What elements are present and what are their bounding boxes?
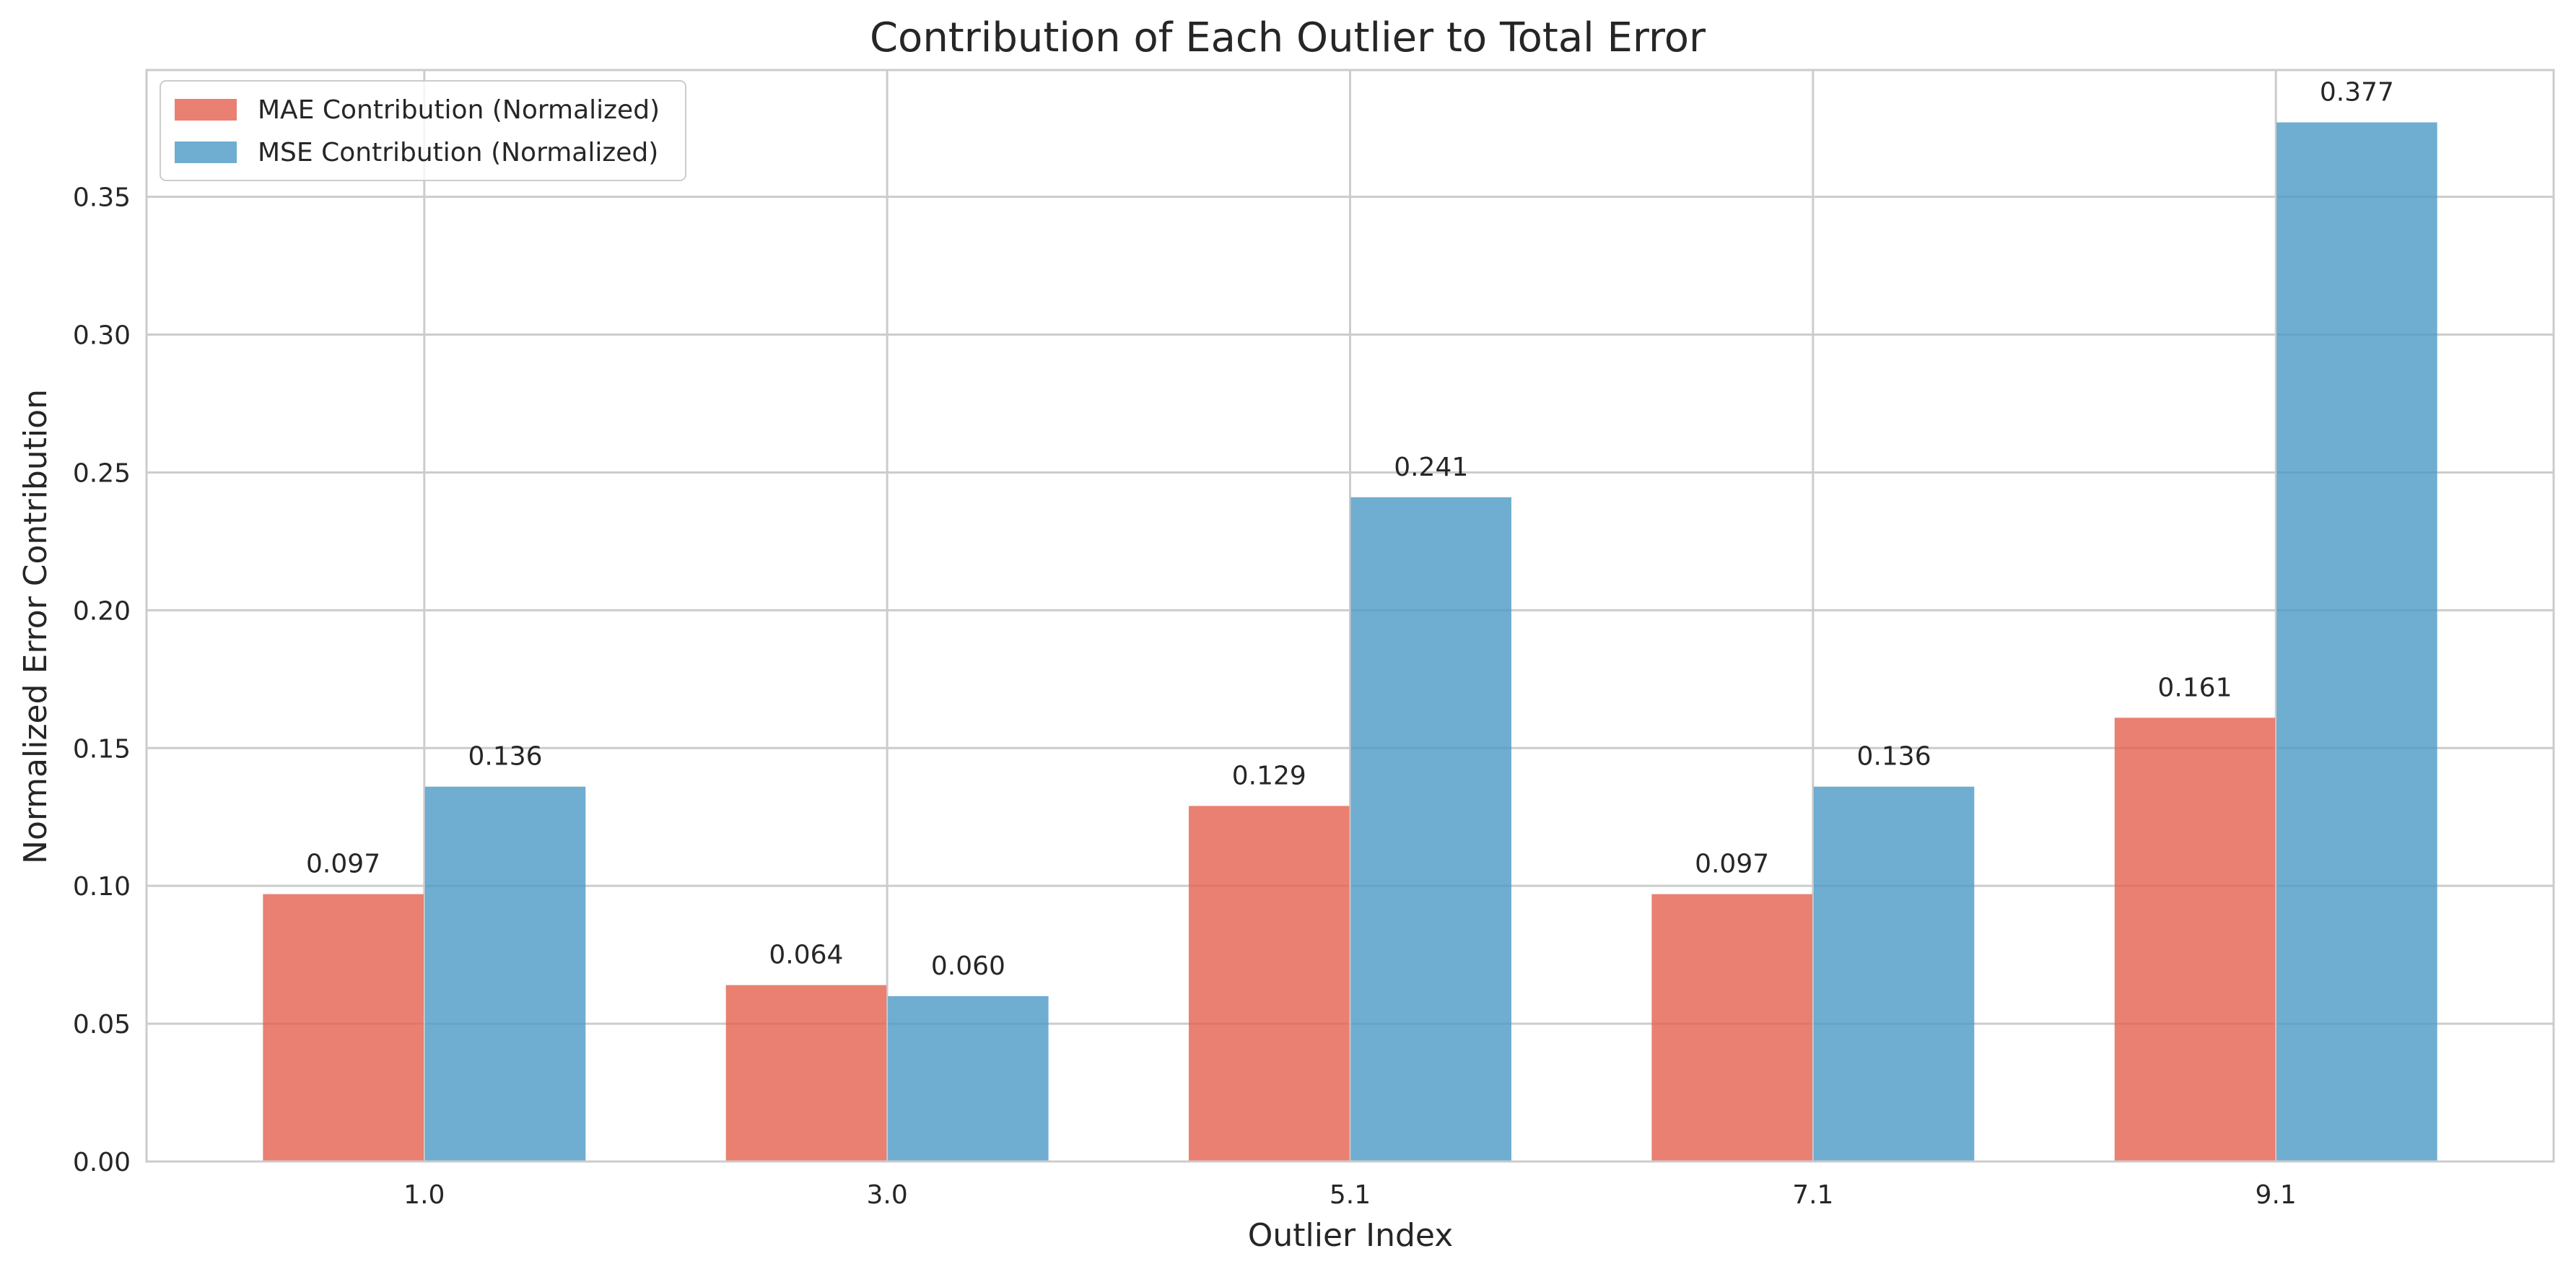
legend-swatch-mse (175, 141, 237, 163)
data-label-mae-4: 0.161 (2157, 673, 2232, 702)
x-axis-label: Outlier Index (1248, 1217, 1454, 1254)
y-axis-ticks: 0.00 0.05 0.10 0.15 0.20 0.25 0.30 0.35 (73, 183, 131, 1177)
legend-swatch-mae (175, 99, 237, 121)
legend: MAE Contribution (Normalized) MSE Contri… (160, 80, 686, 181)
data-label-mse-3: 0.136 (1857, 742, 1931, 772)
x-axis-ticks: 1.0 3.0 5.1 7.1 9.1 (403, 1180, 2297, 1210)
y-tick-label: 0.05 (73, 1010, 131, 1040)
y-tick-label: 0.35 (73, 183, 131, 213)
bar-mse-2 (1350, 497, 1511, 1161)
bar-mse-3 (1813, 786, 1975, 1161)
y-tick-label: 0.25 (73, 458, 131, 488)
y-tick-label: 0.15 (73, 734, 131, 764)
x-tick-label: 9.1 (2256, 1180, 2297, 1210)
bar-mse-4 (2276, 122, 2437, 1162)
y-tick-label: 0.30 (73, 321, 131, 351)
bar-mse-1 (888, 995, 1049, 1161)
data-label-mse-0: 0.136 (468, 742, 543, 772)
legend-box (160, 80, 686, 181)
chart-title: Contribution of Each Outlier to Total Er… (870, 14, 1706, 61)
data-label-mae-3: 0.097 (1695, 850, 1769, 879)
x-tick-label: 1.0 (403, 1180, 445, 1210)
bar-mae-0 (263, 894, 424, 1161)
data-label-mae-2: 0.129 (1232, 761, 1306, 790)
y-tick-label: 0.00 (73, 1148, 131, 1177)
bar-mse-0 (424, 786, 586, 1161)
y-tick-label: 0.10 (73, 872, 131, 902)
bar-mae-2 (1189, 806, 1350, 1161)
x-tick-label: 5.1 (1330, 1180, 1371, 1210)
data-label-mse-2: 0.241 (1394, 453, 1468, 482)
data-label-mae-1: 0.064 (769, 941, 843, 970)
legend-label-mae: MAE Contribution (Normalized) (258, 95, 660, 125)
bar-mae-1 (725, 985, 887, 1161)
x-tick-label: 7.1 (1792, 1180, 1833, 1210)
plot-area-frame (145, 69, 2555, 1163)
bars (263, 122, 2437, 1162)
legend-label-mse: MSE Contribution (Normalized) (258, 138, 658, 167)
bar-mae-4 (2114, 718, 2276, 1161)
data-label-mse-4: 0.377 (2320, 78, 2394, 108)
bar-mae-3 (1651, 894, 1812, 1161)
data-labels: 0.097 0.064 0.129 0.097 0.161 0.136 0.060 0.241… (306, 78, 2394, 981)
y-tick-label: 0.20 (73, 596, 131, 626)
y-axis-label: Normalized Error Contribution (17, 389, 54, 864)
data-label-mse-1: 0.060 (931, 951, 1005, 981)
x-tick-label: 3.0 (867, 1180, 908, 1210)
data-label-mae-0: 0.097 (306, 850, 380, 879)
